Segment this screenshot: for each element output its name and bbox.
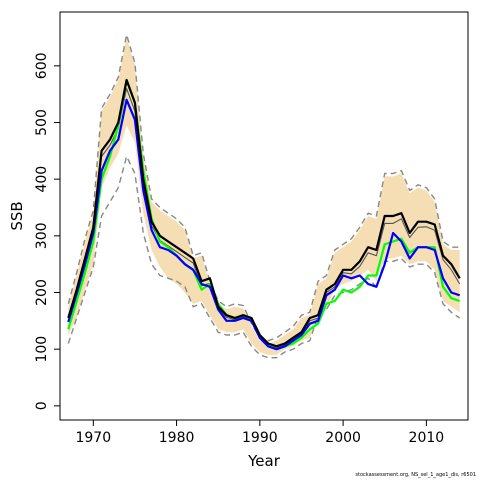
- y-tick-label: 300: [34, 222, 50, 249]
- y-tick-label: 600: [34, 52, 50, 79]
- y-tick-label: 0: [34, 401, 50, 410]
- series-line-0: [67, 78, 461, 348]
- y-tick-label: 500: [34, 109, 50, 136]
- x-tick-label: 1990: [242, 430, 278, 446]
- plot-frame: [59, 11, 469, 421]
- confidence-band-area: [68, 37, 460, 355]
- x-tick-label: 2010: [409, 430, 445, 446]
- y-axis: 0 100 200 300 400 500 600: [34, 52, 60, 410]
- y-tick-label: 100: [34, 336, 50, 363]
- x-axis-title: Year: [247, 452, 281, 470]
- series-line-5: [67, 155, 461, 359]
- series-line-4: [67, 34, 460, 342]
- series-lines: [67, 34, 461, 359]
- y-axis-title: SSB: [8, 201, 26, 230]
- footer-note: stockassessment.org, NS_sel_1_age1_dis, …: [355, 472, 476, 478]
- y-tick-label: 400: [34, 166, 50, 193]
- confidence-band: [68, 37, 460, 355]
- x-tick-label: 1980: [159, 430, 195, 446]
- series-line-1: [67, 98, 461, 351]
- y-tick-label: 200: [34, 279, 50, 306]
- x-axis: 1970 1980 1990 2000 2010: [75, 420, 444, 446]
- x-tick-label: 1970: [75, 430, 111, 446]
- x-tick-label: 2000: [325, 430, 361, 446]
